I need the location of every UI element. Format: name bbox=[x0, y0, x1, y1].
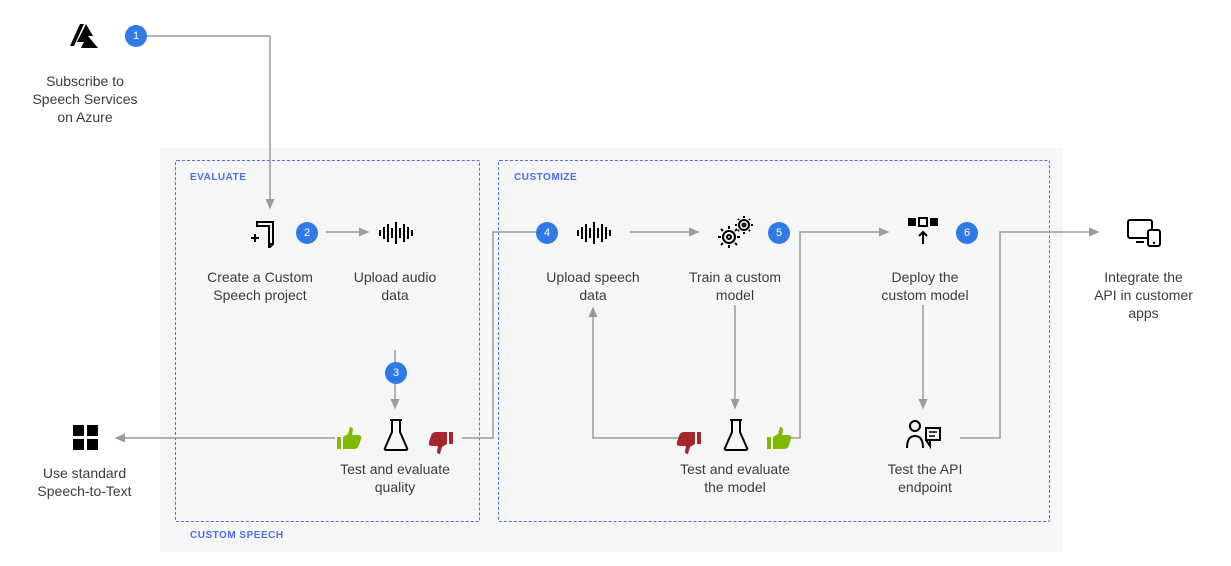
upload-audio-label: Upload audiodata bbox=[345, 268, 445, 304]
thumb-up-icon bbox=[766, 427, 792, 451]
thumb-down-icon bbox=[428, 430, 454, 454]
thumb-up-icon bbox=[336, 427, 362, 451]
step-badge-2: 2 bbox=[296, 222, 318, 244]
waveform-icon bbox=[378, 222, 414, 244]
deploy-icon bbox=[906, 216, 940, 246]
deploy-label: Deploy thecustom model bbox=[870, 268, 980, 304]
waveform-icon bbox=[576, 222, 612, 244]
thumb-down-icon bbox=[676, 430, 702, 454]
person-chat-icon bbox=[906, 418, 942, 450]
custom-speech-label: CUSTOM SPEECH bbox=[190, 530, 284, 541]
std-stt-label: Use standardSpeech-to-Text bbox=[22, 464, 147, 500]
evaluate-label: EVALUATE bbox=[190, 172, 246, 183]
step-badge-6: 6 bbox=[956, 222, 978, 244]
flask-icon bbox=[722, 418, 750, 452]
step-badge-4: 4 bbox=[536, 222, 558, 244]
train-label: Train a custommodel bbox=[680, 268, 790, 304]
test-api-label: Test the APIendpoint bbox=[870, 460, 980, 496]
step-badge-3: 3 bbox=[385, 362, 407, 384]
gears-icon bbox=[718, 216, 754, 248]
subscribe-label: Subscribe toSpeech Serviceson Azure bbox=[25, 72, 145, 127]
devices-icon bbox=[1126, 218, 1162, 248]
create-label: Create a CustomSpeech project bbox=[200, 268, 320, 304]
eval-quality-label: Test and evaluatequality bbox=[335, 460, 455, 496]
step-badge-5: 5 bbox=[768, 222, 790, 244]
new-project-icon bbox=[247, 218, 277, 248]
azure-logo-icon bbox=[70, 22, 100, 48]
step-badge-1: 1 bbox=[125, 25, 147, 47]
integrate-label: Integrate theAPI in customerapps bbox=[1086, 268, 1201, 323]
grid-icon bbox=[73, 425, 99, 451]
flask-icon bbox=[382, 418, 410, 452]
eval-model-label: Test and evaluatethe model bbox=[675, 460, 795, 496]
upload-speech-label: Upload speechdata bbox=[543, 268, 643, 304]
customize-label: CUSTOMIZE bbox=[514, 172, 577, 183]
